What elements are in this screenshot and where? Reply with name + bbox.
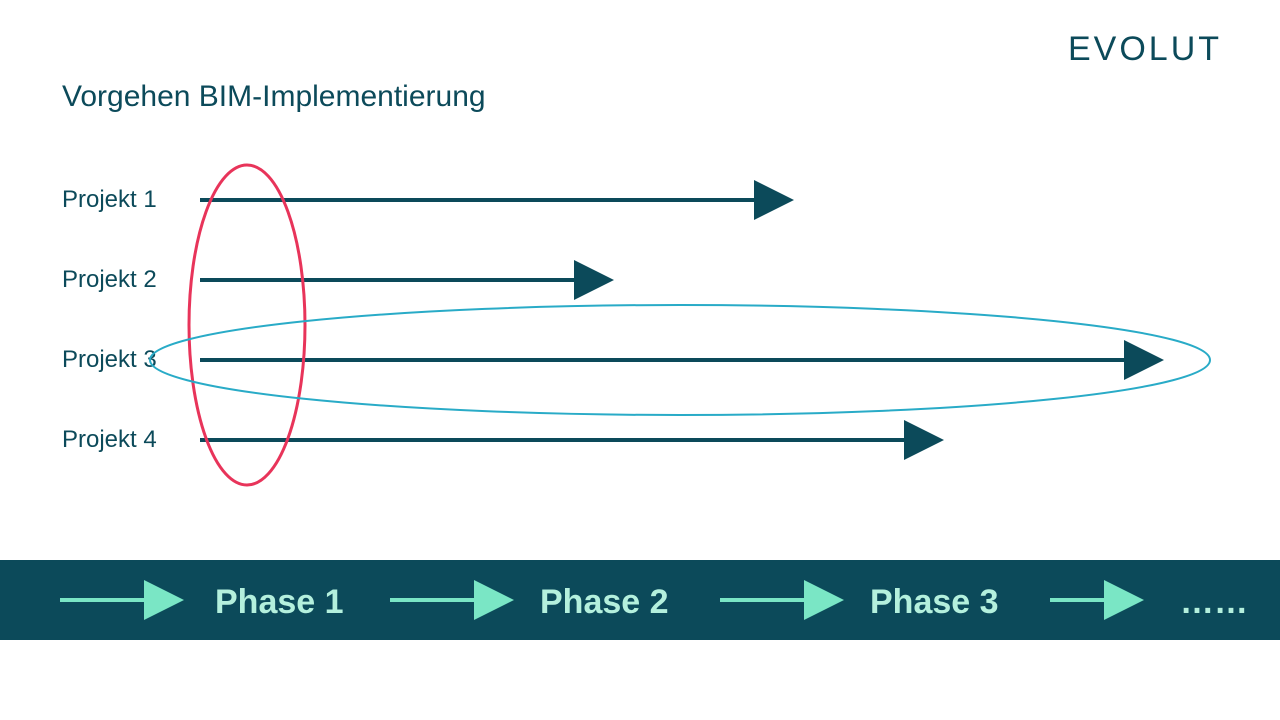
highlight-ellipse-red bbox=[189, 165, 305, 485]
phase-label-2: Phase 2 bbox=[540, 583, 669, 622]
slide-root: EVOLUT Vorgehen BIM-Implementierung Proj… bbox=[0, 0, 1280, 720]
phase-label-1: Phase 1 bbox=[215, 583, 344, 622]
phase-label-ellipsis: …… bbox=[1180, 583, 1248, 622]
phase-label-3: Phase 3 bbox=[870, 583, 999, 622]
